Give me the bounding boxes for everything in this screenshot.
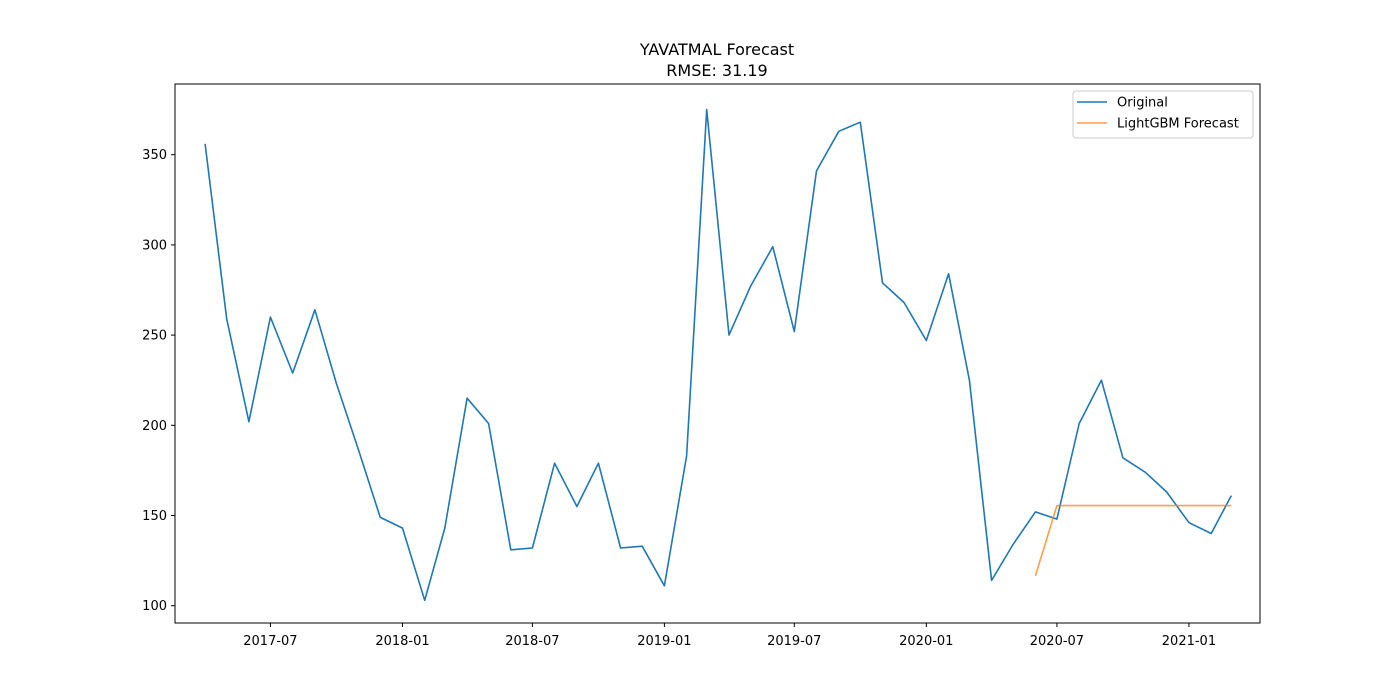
axes-frame	[174, 83, 1261, 624]
legend-label-1: LightGBM Forecast	[1117, 117, 1239, 132]
x-tick-label: 2017-07	[243, 634, 297, 649]
y-tick-label: 350	[142, 148, 167, 163]
series-line-1	[1034, 504, 1232, 577]
x-tick-label: 2019-07	[767, 634, 821, 649]
y-tick-label: 250	[142, 329, 167, 344]
y-tick-label: 200	[142, 419, 167, 434]
x-tick-label: 2020-01	[899, 634, 953, 649]
x-tick-label: 2018-01	[375, 634, 429, 649]
chart-subtitle: RMSE: 31.19	[666, 61, 767, 80]
y-tick-label: 100	[142, 599, 167, 614]
series-line-0	[204, 108, 1233, 602]
y-tick-label: 150	[142, 509, 167, 524]
plot-area	[204, 108, 1233, 602]
x-tick-label: 2018-07	[505, 634, 559, 649]
legend-box	[1072, 90, 1254, 139]
x-tick-label: 2021-01	[1162, 634, 1216, 649]
chart-title: YAVATMAL Forecast	[639, 40, 794, 59]
x-tick-label: 2020-07	[1030, 634, 1084, 649]
legend-label-0: Original	[1117, 96, 1168, 111]
y-tick-label: 300	[142, 238, 167, 253]
x-tick-label: 2019-01	[637, 634, 691, 649]
legend: Original LightGBM Forecast	[1072, 90, 1254, 139]
axes: 100 150 200 250 300 350 2017-07 2018-01 2018-07 2…	[142, 83, 1261, 649]
